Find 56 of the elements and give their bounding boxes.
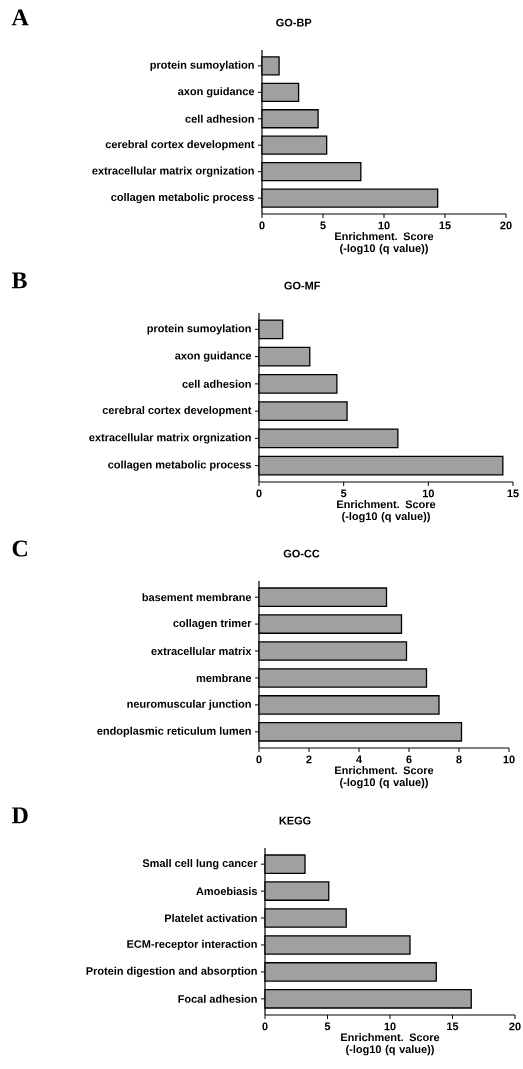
y-tick-label: endoplasmic reticulum lumen [97,726,251,737]
y-tick-label: basement membrane [142,593,252,602]
y-tick-label: extracellular matrix [151,647,252,656]
x-tick-label: 10 [422,489,434,498]
y-tick-label: membrane [196,673,252,682]
y-tick-label: cell adhesion [185,114,254,123]
text: B [11,272,27,289]
y-tick-label: axon guidance [178,87,255,98]
chart-title: GO-CC [283,549,320,558]
y-tick-label: Platelet activation [165,914,257,923]
x-tick-label: 15 [439,221,451,230]
text: C [12,540,27,557]
x-tick-label: 15 [447,1022,459,1031]
y-tick-label: collagen metabolic process [108,460,252,471]
x-tick-label: 8 [456,755,462,764]
x-axis-title: Enrichment. Score (-log10 (q value)) [337,500,436,523]
x-tick-label: 20 [509,1022,521,1031]
y-tick-label: Focal adhesion [178,994,257,1003]
text: D [11,807,28,824]
x-axis-title: Enrichment. Score (-log10 (q value)) [335,232,434,255]
y-tick-label: cerebral cortex development [102,406,252,417]
y-tick-label: Small cell lung cancer [142,859,258,870]
y-tick-label: protein sumoylation [150,60,254,71]
x-tick-label: 5 [340,489,347,498]
y-tick-label: collagen trimer [173,618,252,630]
x-tick-label: 0 [262,1022,268,1031]
x-axis-title: Enrichment. Score (-log10 (q value)) [341,1033,440,1056]
y-tick-label: neuromuscular junction [127,699,251,710]
x-tick-label: 5 [324,1022,331,1031]
x-tick-label: 10 [378,221,390,230]
chart-title: GO-MF [284,281,321,290]
x-tick-label: 4 [356,755,362,764]
x-tick-label: 10 [503,755,515,764]
text: A [11,9,29,26]
x-tick-label: 2 [306,755,312,764]
x-tick-label: 6 [406,755,412,764]
x-tick-label: 15 [507,489,519,498]
x-tick-label: 20 [500,221,512,230]
x-tick-label: 10 [384,1022,396,1031]
chart-title: KEGG [279,816,311,825]
y-tick-label: Protein digestion and absorption [86,966,257,978]
y-tick-label: collagen metabolic process [111,192,255,204]
y-tick-label: ECM-receptor interaction [127,939,257,951]
x-tick-label: 5 [320,221,326,230]
y-tick-label: protein sumoylation [147,324,251,335]
y-tick-label: extracellular matrix orgnization [89,433,251,444]
chart-title: GO-BP [276,18,312,27]
x-axis-title: Enrichment. Score (-log10 (q value)) [335,766,434,789]
y-tick-label: axon guidance [175,351,252,362]
y-tick-label: cerebral cortex development [105,140,255,151]
x-tick-label: 0 [259,221,265,230]
y-tick-label: cell adhesion [182,379,251,388]
x-tick-label: 0 [256,755,262,764]
x-tick-label: 0 [256,489,262,498]
y-tick-label: Amoebiasis [196,887,258,896]
y-tick-label: extracellular matrix orgnization [92,166,254,177]
